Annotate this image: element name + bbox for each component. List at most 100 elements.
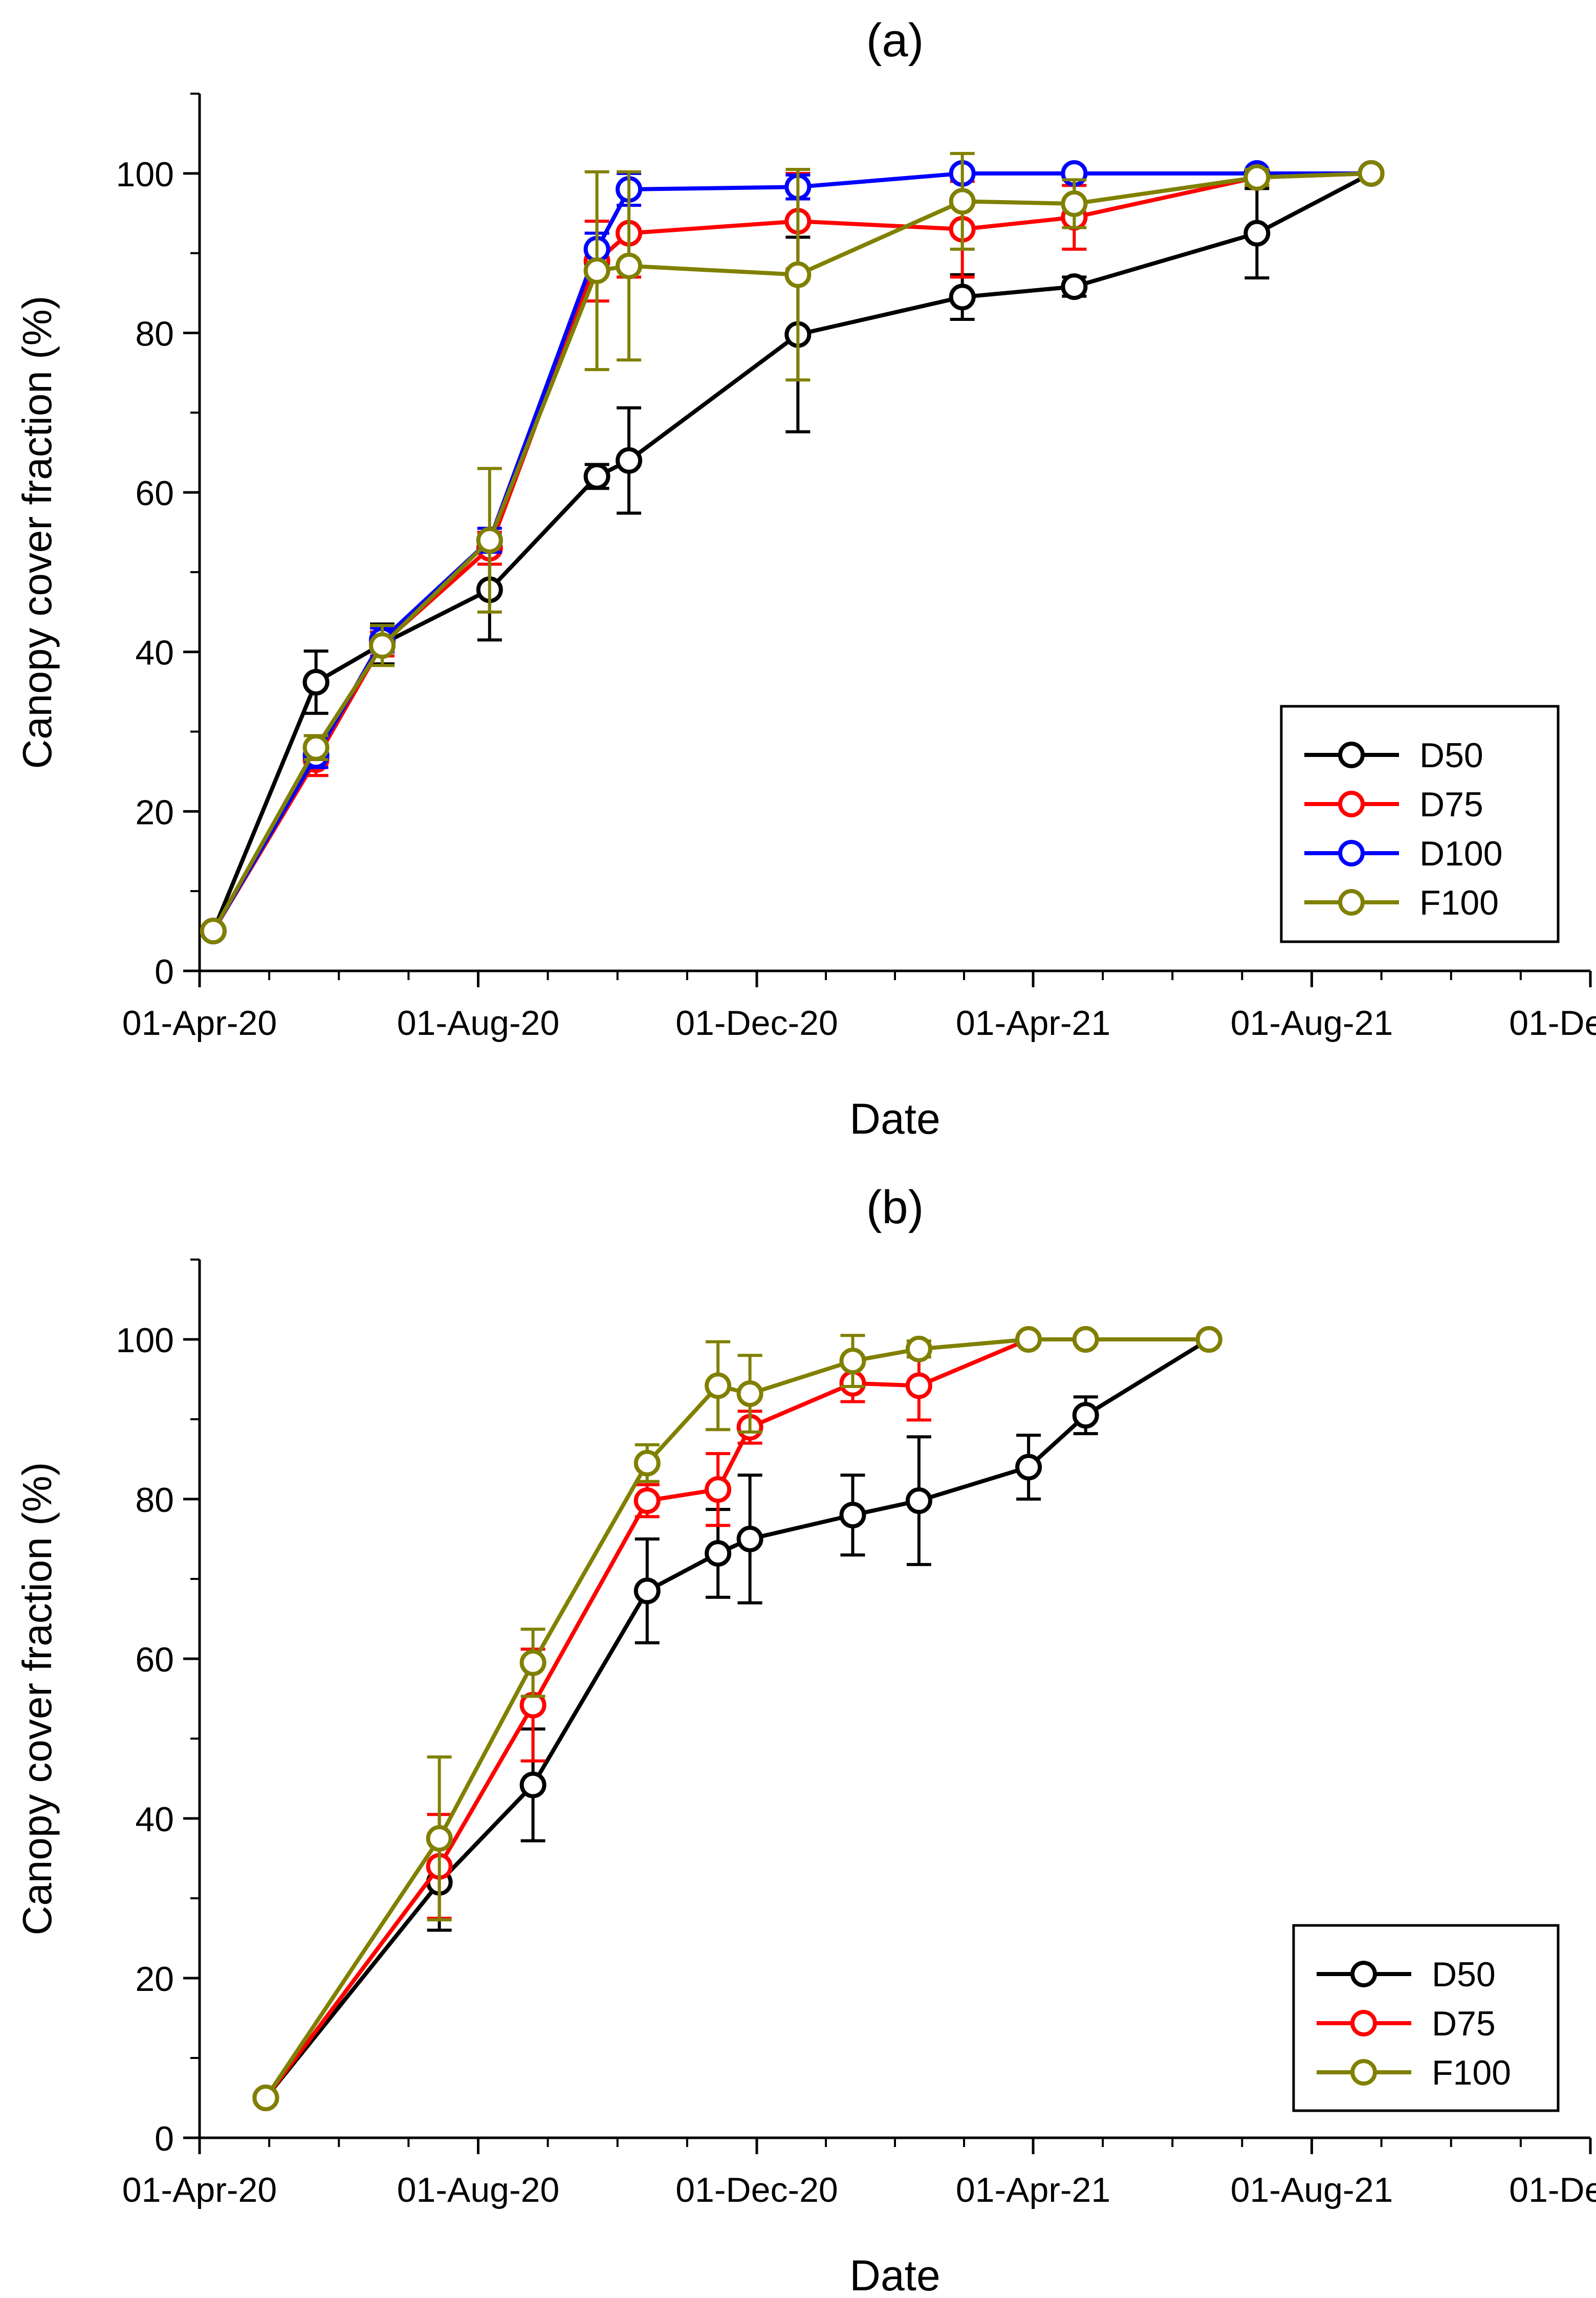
x-tick-label: 01-Dec-21 [1509, 2171, 1596, 2209]
y-tick-label: 100 [116, 155, 174, 194]
x-tick-label: 01-Dec-20 [675, 2171, 838, 2209]
x-tick-label: 01-Apr-21 [956, 1004, 1110, 1043]
data-point [1015, 1454, 1042, 1481]
y-tick-label: 40 [135, 634, 174, 673]
x-axis-label: Date [849, 2251, 940, 2298]
legend-item-d100: D100 [1304, 834, 1503, 873]
x-tick-label: 01-Aug-21 [1231, 2171, 1393, 2209]
data-point [616, 252, 643, 279]
data-point [736, 1380, 763, 1407]
y-tick-label: 20 [135, 793, 174, 832]
y-tick-label: 40 [135, 1800, 174, 1839]
data-point [519, 1771, 546, 1798]
y-axis-label: Canopy cover fraction (%) [14, 1462, 60, 1936]
data-point [905, 1335, 932, 1362]
series-line-d75 [211, 171, 1371, 933]
y-tick-label: 60 [135, 474, 174, 513]
y-tick-label: 60 [135, 1640, 174, 1679]
data-point [949, 284, 976, 311]
legend: D50 D75 D100 F100 [1280, 705, 1560, 943]
legend-label: D50 [1419, 736, 1483, 775]
legend-marker [1350, 2010, 1377, 2036]
legend-label: D50 [1432, 1955, 1496, 1994]
series-d75 [252, 1326, 1222, 2111]
data-point [1072, 1402, 1099, 1429]
legend-item-d75: D75 [1304, 785, 1483, 824]
series-f100 [252, 1326, 1222, 2111]
series-line-d100 [211, 171, 1371, 933]
legend-box [1292, 1924, 1560, 2112]
data-point [369, 632, 396, 659]
legend-item-f100: F100 [1304, 883, 1499, 922]
data-point [1195, 1326, 1222, 1353]
legend-marker [1338, 742, 1365, 768]
data-point [200, 918, 227, 945]
legend-item-d50: D50 [1304, 736, 1483, 775]
data-point [905, 1372, 932, 1399]
x-tick-label: 01-Dec-20 [675, 1004, 838, 1043]
data-point [633, 1487, 661, 1514]
data-point [426, 1825, 453, 1852]
data-point [583, 257, 610, 284]
chart-title: (b) [866, 1181, 924, 1233]
legend-label: D75 [1419, 785, 1483, 824]
data-point [476, 527, 503, 554]
data-point [1243, 220, 1271, 247]
legend-label: F100 [1419, 883, 1499, 922]
data-point [633, 1449, 661, 1477]
y-tick-label: 20 [135, 1960, 174, 1999]
legend-marker [1338, 840, 1365, 866]
data-point [302, 668, 330, 696]
data-point [302, 734, 330, 761]
data-point [633, 1577, 661, 1605]
series-f100 [200, 151, 1385, 945]
y-tick-label: 80 [135, 314, 174, 353]
x-tick-label: 01-Dec-21 [1509, 1004, 1596, 1043]
data-point [1015, 1326, 1042, 1353]
legend-item-f100: F100 [1317, 2053, 1511, 2092]
data-point [784, 261, 812, 288]
legend-item-d75: D75 [1317, 2004, 1496, 2043]
x-tick-label: 01-Apr-20 [122, 2171, 277, 2209]
data-point [252, 2085, 279, 2111]
legend-item-d50: D50 [1317, 1955, 1496, 1994]
legend-label: D100 [1419, 834, 1503, 873]
data-point [1243, 164, 1271, 191]
data-point [839, 1348, 866, 1375]
data-point [705, 1540, 732, 1567]
legend-marker [1338, 889, 1365, 916]
legend-marker [1350, 1961, 1377, 1987]
data-point [905, 1487, 932, 1514]
legend: D50 D75 F100 [1292, 1924, 1560, 2112]
panel-a: (a) 0 20 40 60 80 100 01-Apr-20 01-Aug-20 01-Dec-… [14, 14, 1596, 1143]
data-point [519, 1649, 546, 1676]
x-tick-label: 01-Aug-21 [1231, 1004, 1393, 1043]
x-tick-label: 01-Aug-20 [397, 1004, 560, 1043]
x-tick-label: 01-Aug-20 [397, 2171, 560, 2209]
data-point [1358, 160, 1385, 187]
data-point [839, 1502, 866, 1529]
panel-b: (b) 0 20 40 60 80 100 01-Apr-20 01-Aug-20 01-Dec-… [14, 1181, 1596, 2298]
data-point [1061, 273, 1088, 300]
data-point [1061, 190, 1088, 218]
legend-marker [1350, 2059, 1377, 2086]
series-line-d50 [211, 171, 1372, 932]
data-point [736, 1526, 763, 1552]
y-axis-label: Canopy cover fraction (%) [14, 296, 60, 769]
data-point [705, 1476, 732, 1503]
series-d50 [252, 1326, 1222, 2111]
x-tick-label: 01-Apr-20 [122, 1004, 277, 1043]
data-point [705, 1372, 732, 1399]
y-tick-label: 80 [135, 1481, 174, 1520]
x-axis-label: Date [849, 1095, 940, 1143]
data-point [949, 188, 976, 215]
legend-label: F100 [1432, 2053, 1511, 2092]
series-line-f100 [211, 171, 1371, 933]
y-tick-label: 100 [116, 1321, 174, 1360]
data-point [583, 463, 610, 490]
legend-marker [1338, 791, 1365, 817]
x-tick-label: 01-Apr-21 [956, 2171, 1110, 2209]
chart-title: (a) [866, 14, 924, 67]
data-point [1072, 1326, 1099, 1353]
